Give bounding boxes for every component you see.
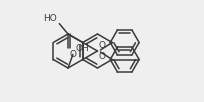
Text: O: O xyxy=(99,41,105,50)
Text: O: O xyxy=(99,52,105,61)
Text: HO: HO xyxy=(43,14,57,23)
Text: O: O xyxy=(70,50,77,59)
Text: OH: OH xyxy=(76,44,90,53)
